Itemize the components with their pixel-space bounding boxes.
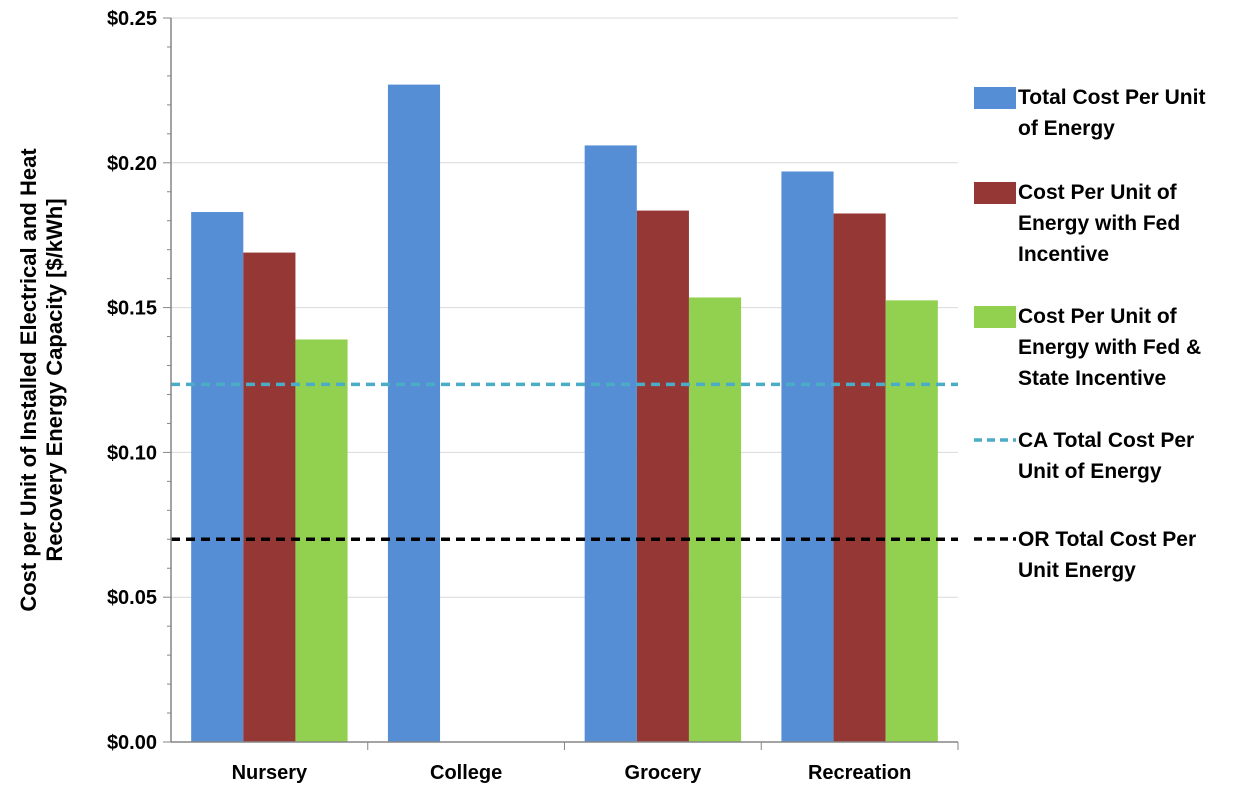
legend-label: Cost Per Unit of: [1018, 305, 1178, 328]
y-axis-label-line-1: Cost per Unit of Installed Electrical an…: [16, 148, 41, 612]
legend-label: CA Total Cost Per: [1018, 429, 1194, 452]
x-tick-label: Grocery: [625, 762, 703, 784]
x-tick-label: Nursery: [232, 762, 308, 784]
bar: [781, 171, 834, 742]
legend-label: OR Total Cost Per: [1018, 528, 1196, 551]
legend-label: Energy with Fed: [1018, 212, 1180, 235]
y-tick-label: $0.10: [107, 442, 157, 464]
legend-swatch: [974, 306, 1016, 328]
legend-label: Unit Energy: [1018, 559, 1136, 582]
legend-label: Unit of Energy: [1018, 460, 1162, 483]
x-tick-label: Recreation: [808, 762, 911, 784]
y-tick-labels: $0.00 $0.05 $0.10 $0.15 $0.20 $0.25: [107, 8, 157, 754]
bar: [688, 297, 742, 742]
legend-label: Cost Per Unit of: [1018, 181, 1178, 204]
y-tick-label: $0.25: [107, 8, 157, 30]
bar: [636, 210, 689, 743]
bar: [584, 145, 637, 742]
legend-swatch: [974, 87, 1016, 109]
bar: [387, 84, 441, 742]
legend-swatch: [974, 182, 1016, 204]
x-tick-labels: Nursery College Grocery Recreation: [232, 762, 912, 784]
bar: [885, 300, 938, 742]
legend-label: State Incentive: [1018, 367, 1166, 390]
reference-lines: [171, 382, 958, 542]
legend-label: Energy with Fed &: [1018, 336, 1201, 359]
y-tick-label: $0.20: [107, 153, 157, 175]
bar: [833, 213, 886, 743]
y-tick-label: $0.15: [107, 298, 157, 320]
legend-label: of Energy: [1018, 117, 1115, 140]
bar: [243, 252, 296, 743]
axes: [163, 17, 959, 750]
bar: [191, 212, 244, 743]
y-tick-label: $0.05: [107, 587, 157, 609]
legend-label: Total Cost Per Unit: [1018, 86, 1205, 109]
y-tick-label: $0.00: [107, 732, 157, 754]
y-axis-label-line-2: Recovery Energy Capacity [$/kWh]: [42, 198, 67, 561]
bars: [191, 84, 938, 743]
x-tick-label: College: [430, 762, 502, 784]
legend-label: Incentive: [1018, 243, 1109, 266]
legend: Total Cost Per Unit of Energy Cost Per Uni…: [974, 86, 1205, 582]
